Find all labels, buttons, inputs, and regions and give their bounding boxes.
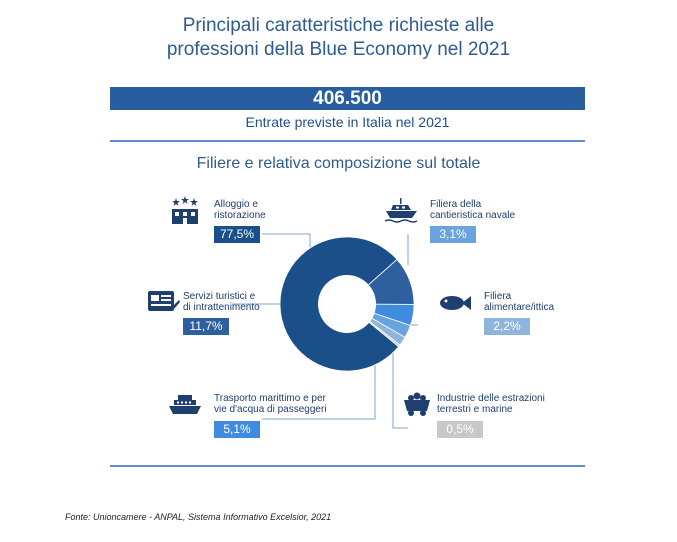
fish-icon bbox=[440, 296, 471, 310]
hotel-icon bbox=[172, 196, 198, 224]
label-alloggio-2: ristorazione bbox=[214, 210, 266, 221]
title-line-2: professioni della Blue Economy nel 2021 bbox=[166, 39, 511, 60]
yacht-icon bbox=[384, 198, 418, 223]
badge-estrazioni: 0,5% bbox=[437, 421, 483, 438]
title-line-1: Principali caratteristiche richieste all… bbox=[182, 15, 495, 36]
mining-cart-icon bbox=[404, 392, 430, 416]
total-caption: Entrate previste in Italia nel 2021 bbox=[245, 114, 450, 130]
badge-ittica: 2,2% bbox=[484, 318, 530, 335]
badge-cantieristica: 3,1% bbox=[430, 226, 476, 243]
source-note: Fonte: Unioncamere - ANPAL, Sistema Info… bbox=[65, 512, 332, 522]
divider-top bbox=[110, 140, 585, 142]
label-estrazioni-1: Industrie delle estrazioni bbox=[437, 393, 545, 404]
total-banner: 406.500 bbox=[110, 87, 585, 110]
chart-subtitle: Filiere e relativa composizione sul tota… bbox=[196, 155, 481, 172]
connector-trasporto bbox=[262, 360, 376, 420]
passenger-ship-icon bbox=[169, 395, 201, 414]
badge-trasporto: 5,1% bbox=[214, 421, 260, 438]
label-alloggio-1: Alloggio e bbox=[214, 199, 258, 210]
label-servizi-2: di intrattenimento bbox=[183, 302, 260, 313]
label-trasporto-1: Trasporto marittimo e per bbox=[214, 393, 326, 404]
badge-servizi: 11,7% bbox=[183, 318, 229, 335]
label-cantieristica-1: Filiera della bbox=[430, 199, 482, 210]
label-estrazioni-2: terrestri e marine bbox=[437, 404, 513, 415]
computer-screen-icon bbox=[148, 291, 180, 311]
divider-bottom bbox=[110, 465, 585, 467]
donut-hole bbox=[318, 275, 376, 333]
label-ittica-2: alimentare/ittica bbox=[484, 302, 555, 313]
label-ittica-1: Filiera bbox=[484, 291, 512, 302]
badge-alloggio: 77,5% bbox=[214, 226, 260, 243]
label-servizi-1: Servizi turistici e bbox=[183, 291, 256, 302]
connector-alloggio bbox=[262, 233, 311, 250]
label-trasporto-2: vie d'acqua di passeggeri bbox=[214, 404, 327, 415]
label-cantieristica-2: cantieristica navale bbox=[430, 210, 516, 221]
